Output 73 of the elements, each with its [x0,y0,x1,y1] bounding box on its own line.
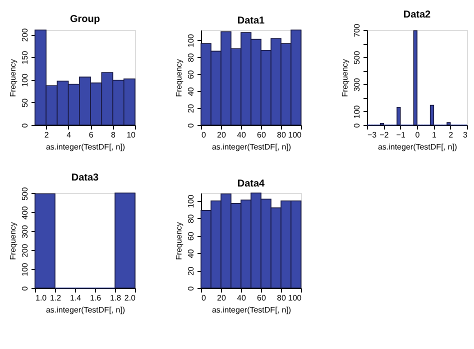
x-tick-label: 20 [217,294,226,302]
x-tick-label: 2 [448,130,454,140]
x-tick-label: −3 [368,130,378,140]
x-axis-title: as.integer(TestDF[, n]) [46,306,126,314]
x-tick-label: 4 [66,130,72,140]
x-tick-label: 60 [257,294,266,302]
chart-title: Data4 [237,178,266,190]
x-axis-title: as.integer(TestDF[, n]) [46,142,126,152]
x-axis-title: as.integer(TestDF[, n]) [378,142,458,152]
x-tick-label: 1.2 [50,294,62,302]
x-tick-label: 80 [277,294,286,302]
y-axis-title: Frequency [340,59,350,97]
x-tick-label: 1.4 [70,294,82,302]
y-axis-title: Frequency [174,222,184,260]
y-tick-label: 500 [20,186,30,201]
x-tick-label: 10 [126,130,136,140]
y-tick-label: 300 [20,224,30,238]
y-tick-label: 100 [20,262,30,276]
chart-title: Group [70,14,100,25]
x-tick-label: 2 [44,130,50,140]
y-tick-label: 200 [20,28,30,42]
x-tick-label: 1.8 [110,294,122,302]
x-tick-label: 2.0 [124,294,136,302]
x-tick-label: 20 [217,130,226,140]
y-tick-label: 700 [352,23,362,38]
x-tick-label: −1 [396,130,406,140]
y-tick-label: 100 [186,194,196,208]
y-tick-label: 100 [352,104,362,119]
y-tick-label: 50 [20,98,30,108]
x-tick-label: 0 [202,294,206,302]
x-tick-label: 100 [288,294,302,302]
y-axis-title: Frequency [8,59,18,97]
x-tick-label: 8 [111,130,116,140]
x-tick-label: 0 [202,130,206,140]
y-tick-label: 80 [186,52,196,62]
y-tick-label: 20 [186,104,196,113]
chart-title: Data3 [71,172,100,184]
x-tick-label: 6 [88,130,94,140]
x-tick-label: 1 [432,130,437,140]
y-tick-label: 0 [20,122,30,128]
y-tick-label: 300 [352,78,362,92]
x-tick-label: 100 [288,130,302,140]
x-tick-label: 40 [237,130,246,140]
x-tick-label: 0 [415,130,420,140]
y-axis-title: Frequency [174,59,184,97]
x-tick-label: 1.0 [36,294,48,302]
chart-title: Data1 [237,16,266,27]
y-tick-label: 500 [352,50,362,64]
x-tick-label: 40 [237,294,246,302]
y-tick-label: 0 [352,122,362,128]
x-axis-title: as.integer(TestDF[, n]) [212,142,292,152]
y-tick-label: 150 [20,50,30,64]
y-tick-label: 400 [20,206,30,220]
x-axis-title: as.integer(TestDF[, n]) [212,306,292,314]
y-tick-label: 200 [20,243,30,258]
y-tick-label: 60 [186,70,196,80]
x-tick-label: 3 [463,130,468,140]
y-tick-label: 20 [186,266,196,276]
x-tick-label: 60 [257,130,266,140]
y-tick-label: 60 [186,231,196,241]
x-tick-label: −2 [380,130,390,140]
y-axis-title: Frequency [8,222,18,260]
y-tick-label: 0 [186,286,196,291]
y-tick-label: 0 [20,286,30,291]
y-tick-label: 0 [186,122,196,128]
y-tick-label: 40 [186,86,196,96]
y-tick-label: 100 [186,33,196,48]
y-tick-label: 80 [186,214,196,224]
x-tick-label: 80 [277,130,286,140]
y-tick-label: 100 [20,73,30,87]
chart-title: Data2 [403,9,432,20]
y-tick-label: 40 [186,248,196,258]
x-tick-label: 1.6 [90,294,102,302]
